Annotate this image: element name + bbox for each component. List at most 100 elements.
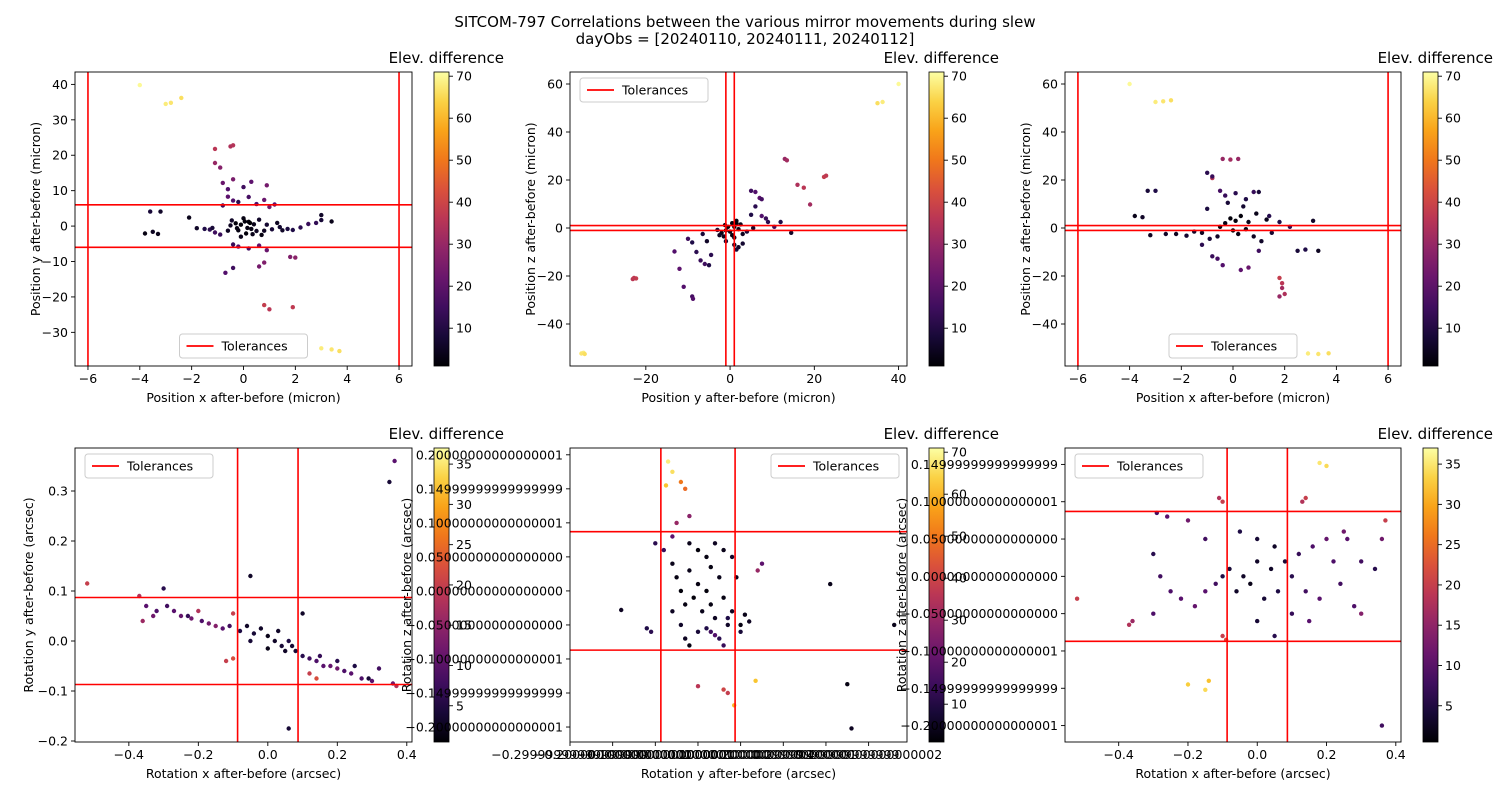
- data-point: [317, 653, 323, 659]
- data-point: [283, 648, 288, 654]
- data-point: [706, 263, 712, 268]
- data-point: [778, 219, 783, 225]
- y-tick-label: 0.14999999999999999: [416, 481, 563, 496]
- data-point: [712, 633, 718, 638]
- data-point: [1207, 236, 1212, 241]
- plot-area: [570, 72, 907, 366]
- data-point: [230, 611, 236, 616]
- data-point: [1153, 188, 1158, 193]
- x-axis-label: Position y after-before (micron): [641, 390, 835, 405]
- data-point: [1168, 589, 1173, 594]
- data-point: [337, 348, 342, 354]
- colorbar-title: Elev. difference: [1378, 49, 1493, 67]
- data-point: [186, 215, 192, 220]
- data-point: [329, 347, 334, 352]
- plot-area: [570, 448, 907, 742]
- colorbar-tick-label: 30: [1445, 237, 1461, 252]
- colorbar-tick-label: 10: [1445, 321, 1461, 336]
- y-tick-label: −0.14999999999999999: [900, 681, 1058, 696]
- data-point: [264, 222, 269, 227]
- data-point: [823, 173, 829, 178]
- y-tick-label: 0: [555, 221, 563, 236]
- colorbar-tick-label: 30: [951, 237, 967, 252]
- x-tick-label: 0.4: [397, 747, 417, 762]
- y-tick-label: 40: [547, 125, 563, 140]
- y-axis-label: Rotation z after-before (arcsec): [894, 498, 909, 693]
- data-point: [288, 254, 293, 260]
- data-point: [1228, 157, 1233, 162]
- data-point: [1277, 219, 1282, 225]
- data-point: [199, 618, 204, 624]
- data-point: [1185, 682, 1191, 687]
- data-point: [158, 209, 163, 214]
- data-point: [248, 638, 253, 644]
- x-tick-label: −0.2: [1173, 747, 1203, 762]
- colorbar-tick-label: 5: [456, 698, 464, 713]
- data-point: [163, 101, 168, 107]
- x-tick-label: −2: [1172, 371, 1190, 386]
- data-point: [1132, 213, 1138, 219]
- colorbar: [928, 447, 945, 743]
- data-point: [1316, 351, 1321, 357]
- data-point: [225, 228, 231, 233]
- data-point: [1279, 281, 1285, 286]
- data-point: [1227, 566, 1232, 572]
- y-tick-label: −0.1: [38, 684, 68, 699]
- data-point: [1241, 574, 1246, 579]
- y-tick-label: 60: [547, 77, 563, 92]
- data-point: [223, 658, 229, 664]
- y-tick-label: −20: [42, 289, 68, 304]
- data-point: [1223, 193, 1228, 198]
- colorbar-tick-label: 20: [1445, 577, 1461, 592]
- data-point: [1359, 611, 1364, 616]
- legend: Tolerances: [579, 77, 709, 103]
- data-point: [896, 81, 901, 87]
- data-point: [708, 564, 713, 570]
- data-point: [880, 99, 885, 105]
- colorbar-tick-label: 60: [456, 111, 472, 126]
- data-point: [1267, 213, 1272, 219]
- y-tick-label: −0.20000000000000001: [405, 720, 563, 735]
- colorbar-tick-label: 60: [1445, 111, 1461, 126]
- plot-area: [1065, 72, 1401, 366]
- colorbar-tick-label: 40: [951, 195, 967, 210]
- data-point: [828, 581, 833, 587]
- data-point: [1341, 529, 1347, 534]
- data-point: [708, 252, 714, 258]
- data-point: [729, 609, 735, 614]
- legend-box: [579, 77, 709, 103]
- data-point: [717, 575, 722, 580]
- data-point: [721, 687, 726, 692]
- data-point: [262, 302, 267, 308]
- data-point: [265, 633, 270, 639]
- data-point: [1305, 351, 1311, 356]
- data-point: [695, 629, 701, 634]
- data-point: [249, 179, 254, 184]
- data-point: [142, 231, 148, 236]
- data-point: [1238, 267, 1244, 273]
- data-point: [194, 226, 199, 231]
- data-point: [661, 547, 666, 553]
- data-point: [225, 194, 231, 199]
- x-tick-label: 0: [240, 371, 248, 386]
- subplot-6: −0.4 −0.2 0.0 0.2 0.4 −0.20000000000000001 −0.…: [894, 425, 1493, 781]
- subplot-5: −0.29999999999999999−0.20000000000000001…: [399, 425, 999, 781]
- data-point: [1282, 291, 1287, 297]
- data-point: [687, 568, 692, 573]
- data-point: [685, 236, 691, 241]
- x-tick-label: 0.2: [327, 747, 347, 762]
- data-point: [687, 541, 692, 546]
- legend-label: Tolerances: [221, 339, 288, 354]
- data-point: [189, 616, 194, 621]
- data-point: [725, 615, 730, 621]
- colorbar-tick-label: 20: [456, 577, 472, 592]
- data-point: [753, 189, 758, 195]
- data-point: [1206, 678, 1212, 683]
- data-point: [171, 608, 177, 614]
- data-point: [678, 588, 684, 594]
- data-point: [1151, 551, 1156, 557]
- data-point: [1210, 254, 1215, 259]
- data-point: [242, 219, 247, 224]
- colorbar-tick-label: 30: [456, 497, 472, 512]
- data-point: [258, 626, 264, 631]
